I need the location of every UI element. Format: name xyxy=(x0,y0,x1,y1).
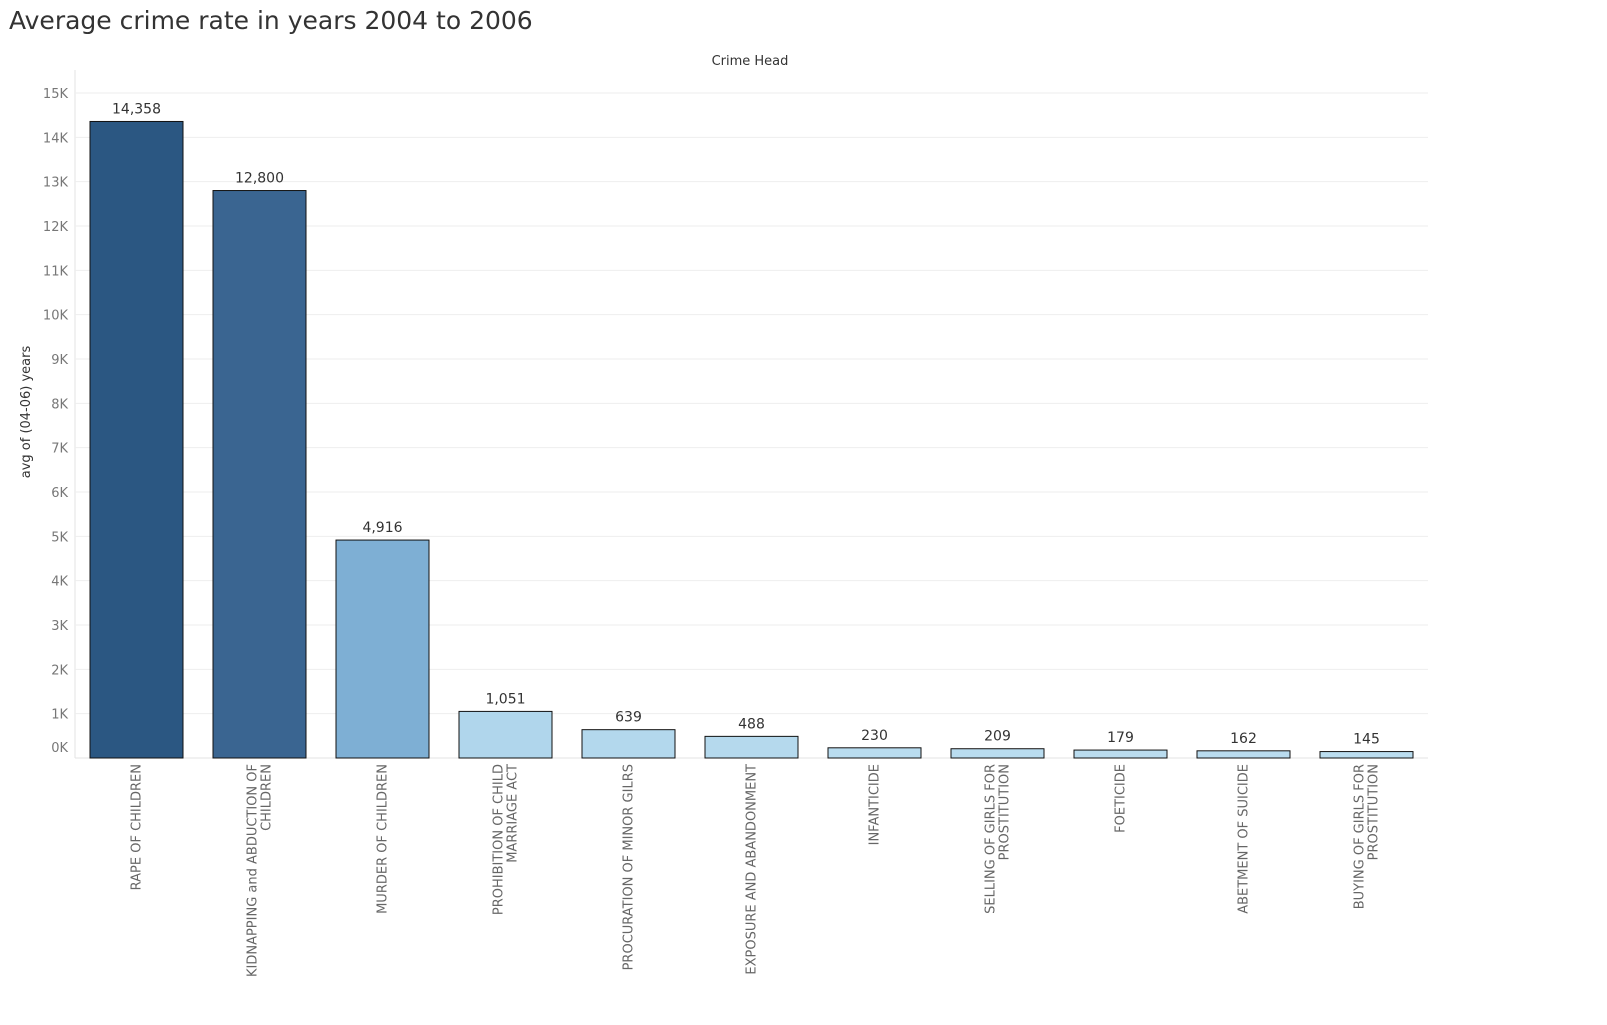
x-tick-label: MURDER OF CHILDREN xyxy=(376,764,391,914)
y-tick-label: 13K xyxy=(43,176,69,191)
bar-value-label: 162 xyxy=(1230,731,1257,747)
bar-value-label: 4,916 xyxy=(362,520,402,536)
category-labels: RAPE OF CHILDREN KIDNAPPING and ABDUCTION… xyxy=(130,764,1382,977)
bar[interactable] xyxy=(458,710,553,759)
x-tick-label: ABETMENT OF SUICIDE xyxy=(1237,764,1252,914)
y-tick-label: 12K xyxy=(43,220,69,235)
y-tick-label: 4K xyxy=(51,575,68,590)
bars xyxy=(89,120,1414,759)
y-tick-label: 0K xyxy=(51,741,68,756)
bar[interactable] xyxy=(827,747,922,759)
bar[interactable] xyxy=(89,120,184,759)
bar[interactable] xyxy=(950,748,1045,759)
y-tick-label: 15K xyxy=(43,87,69,102)
bar-value-label: 639 xyxy=(615,710,642,726)
x-tick-label: PROCURATION OF MINOR GILRS xyxy=(622,764,637,970)
bar-value-label: 230 xyxy=(861,728,888,744)
y-tick-label: 14K xyxy=(43,131,69,146)
x-tick-label: FOETICIDE xyxy=(1114,764,1129,833)
bar[interactable] xyxy=(1073,749,1168,759)
x-tick-label: BUYING OF GIRLS FORPROSTITUTION xyxy=(1353,764,1382,909)
y-tick-label: 8K xyxy=(51,397,68,412)
x-tick-label: INFANTICIDE xyxy=(868,764,883,845)
bar-value-label: 12,800 xyxy=(235,171,284,187)
chart-title: Average crime rate in years 2004 to 2006 xyxy=(9,6,533,35)
bar[interactable] xyxy=(1319,751,1414,759)
x-tick-label: RAPE OF CHILDREN xyxy=(130,764,145,890)
y-tick-label: 1K xyxy=(51,708,68,723)
bar-value-label: 209 xyxy=(984,729,1011,745)
y-tick-label: 9K xyxy=(51,353,68,368)
y-tick-label: 10K xyxy=(43,309,69,324)
x-tick-label: EXPOSURE AND ABANDONMENT xyxy=(745,764,760,975)
y-tick-label: 7K xyxy=(51,442,68,457)
bar[interactable] xyxy=(212,190,307,759)
y-tick-label: 5K xyxy=(51,530,68,545)
value-labels: 14,358 12,800 4,916 1,051 639 488 230 209 179 162… xyxy=(112,101,1380,747)
y-tick-label: 2K xyxy=(51,663,68,678)
y-tick-label: 3K xyxy=(51,619,68,634)
x-tick-label: PROHIBITION OF CHILDMARRIAGE ACT xyxy=(492,764,521,915)
y-tick-label: 6K xyxy=(51,486,68,501)
x-tick-label: SELLING OF GIRLS FORPROSTITUTION xyxy=(984,764,1013,914)
x-tick-label: KIDNAPPING and ABDUCTION OFCHILDREN xyxy=(246,764,275,977)
bar-value-label: 145 xyxy=(1353,732,1380,748)
bar-value-label: 488 xyxy=(738,716,765,732)
column-header: Crime Head xyxy=(712,54,789,69)
bar-value-label: 14,358 xyxy=(112,101,161,117)
bar[interactable] xyxy=(1196,750,1291,759)
bar[interactable] xyxy=(335,539,430,759)
y-axis-title: avg of (04-06) years xyxy=(19,346,34,479)
bar-value-label: 1,051 xyxy=(485,691,525,707)
y-tick-label: 11K xyxy=(43,264,69,279)
bar[interactable] xyxy=(581,729,676,759)
bar-value-label: 179 xyxy=(1107,730,1134,746)
y-axis-ticks: 0K 1K 2K 3K 4K 5K 6K 7K 8K 9K 10K 11K 12K 13K 14K 15K xyxy=(43,87,69,756)
bar[interactable] xyxy=(704,735,799,759)
